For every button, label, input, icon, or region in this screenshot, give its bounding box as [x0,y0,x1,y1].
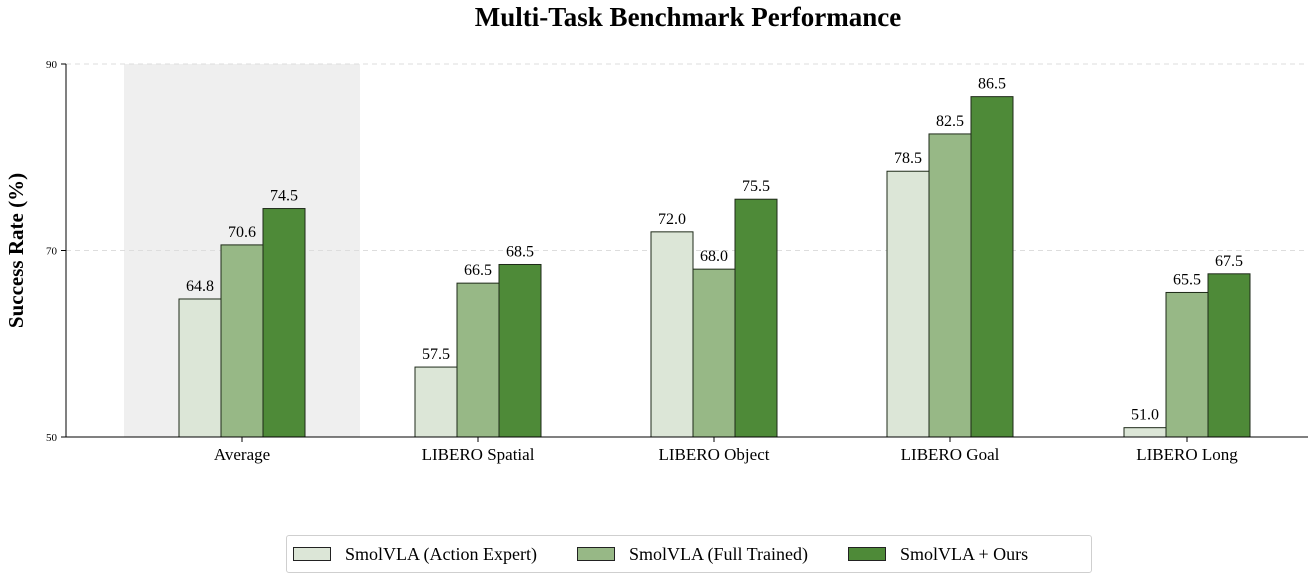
bar [970,96,1014,438]
x-tick-label: LIBERO Long [1136,445,1238,464]
bar [650,231,694,438]
y-axis-label: Success Rate (%) [4,173,28,328]
data-label: 70.6 [228,224,256,241]
bar [262,208,306,438]
data-label: 74.5 [270,188,298,205]
data-label: 64.8 [186,278,214,295]
y-tick-label: 90 [46,59,58,71]
legend-label: SmolVLA + Ours [900,543,1029,564]
bar [220,244,264,438]
data-label: 68.5 [506,243,534,260]
legend: SmolVLA (Action Expert) SmolVLA (Full Tra… [286,535,1092,573]
y-tick-label: 50 [46,432,58,444]
legend-label: SmolVLA (Full Trained) [628,543,809,564]
legend-label: SmolVLA (Action Expert) [345,543,537,564]
bar [1123,427,1167,438]
data-label: 72.0 [658,211,686,228]
data-label: 66.5 [464,262,492,279]
data-label: 86.5 [978,76,1006,93]
legend-swatch [576,547,615,561]
x-tick-label: LIBERO Object [659,445,770,464]
x-tick-label: Average [214,445,270,464]
bar [1165,291,1209,438]
bar [928,133,972,438]
bar [456,282,500,438]
bar [1207,273,1251,438]
legend-item: SmolVLA (Full Trained) [576,543,809,565]
x-tick-label: LIBERO Spatial [422,445,535,464]
legend-item: SmolVLA (Action Expert) [293,544,537,565]
bar [692,268,736,438]
data-label: 75.5 [742,178,770,195]
data-label: 57.5 [422,346,450,363]
x-tick-label: LIBERO Goal [901,445,1000,464]
bar [734,198,778,438]
bar [178,298,222,438]
bar [498,263,542,438]
chart-title: Multi-Task Benchmark Performance [474,2,902,32]
data-label: 68.0 [700,248,728,265]
legend-swatch [848,547,887,561]
data-label: 51.0 [1131,407,1159,424]
data-label: 78.5 [894,150,922,167]
bar [886,170,930,438]
bar [414,366,458,438]
data-label: 82.5 [936,113,964,130]
legend-swatch [293,547,331,561]
data-label: 67.5 [1215,253,1243,270]
y-tick-label: 70 [46,246,58,258]
data-label: 65.5 [1173,271,1201,288]
legend-item: SmolVLA + Ours [848,544,1028,565]
